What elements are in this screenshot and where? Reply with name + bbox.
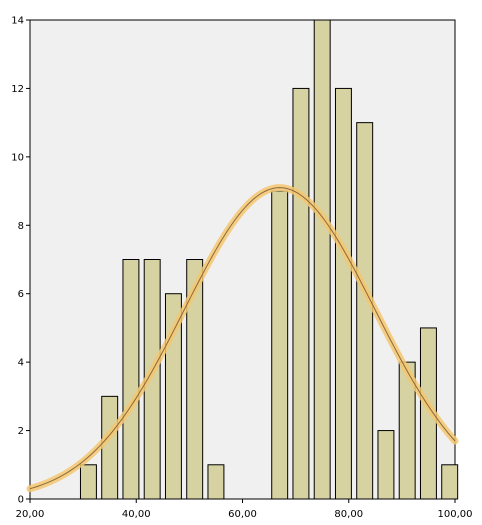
bar [334,87,352,500]
bar [292,87,310,500]
bar [79,464,97,500]
y-tick-label: 0 [18,495,24,506]
y-tick-label: 14 [11,16,24,27]
y-axis: 0 2 4 6 8 10 12 14 [11,16,30,506]
bar [271,190,289,500]
x-tick-label: 60,00 [228,509,257,520]
bar [313,19,331,500]
bar [186,259,204,500]
y-tick-label: 8 [18,221,24,232]
bar [207,464,225,500]
x-tick-label: 20,00 [16,509,45,520]
y-tick-label: 4 [18,358,24,369]
x-tick-label: 40,00 [122,509,151,520]
bar [122,259,140,500]
bar [377,430,395,500]
normal-curve-line [29,187,456,490]
x-axis: 20,00 40,00 60,00 80,00 100,00 [16,499,473,520]
y-tick-label: 10 [11,152,24,163]
plot-area [29,19,456,500]
y-tick-label: 6 [18,289,24,300]
bar [398,361,416,500]
bar [356,122,374,500]
normal-curve [26,184,459,493]
y-tick-label: 12 [11,84,24,95]
y-tick-label: 2 [18,426,24,437]
bar [441,464,459,500]
bar [101,395,119,500]
x-tick-label: 100,00 [438,509,473,520]
x-tick-label: 80,00 [334,509,363,520]
